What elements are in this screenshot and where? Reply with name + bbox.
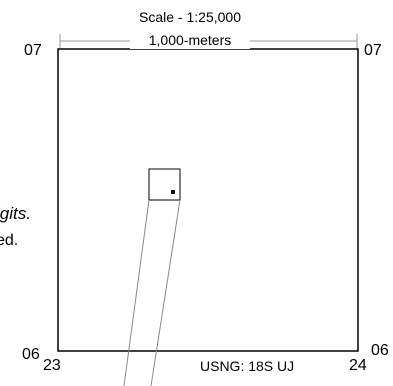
text-fragment-plain: ed. — [0, 232, 19, 249]
northing-label-bottom-right: 06 — [371, 342, 389, 359]
leader-line-right — [150, 199, 181, 386]
easting-label-left: 23 — [43, 357, 61, 374]
leader-line-left — [123, 199, 150, 386]
text-fragment-italic: igits. — [0, 204, 31, 223]
usng-zone-label: USNG: 18S UJ — [200, 358, 295, 374]
scale-distance: 1,000-meters — [130, 31, 250, 49]
northing-label-top-right: 07 — [364, 42, 382, 59]
grid-square — [57, 48, 359, 352]
northing-label-top-left: 07 — [24, 42, 42, 59]
zoom-square — [148, 168, 181, 201]
location-point — [171, 190, 175, 194]
scale-title: Scale - 1:25,000 — [139, 9, 241, 25]
easting-label-right: 24 — [349, 357, 367, 374]
northing-label-bottom-left: 06 — [22, 346, 40, 363]
